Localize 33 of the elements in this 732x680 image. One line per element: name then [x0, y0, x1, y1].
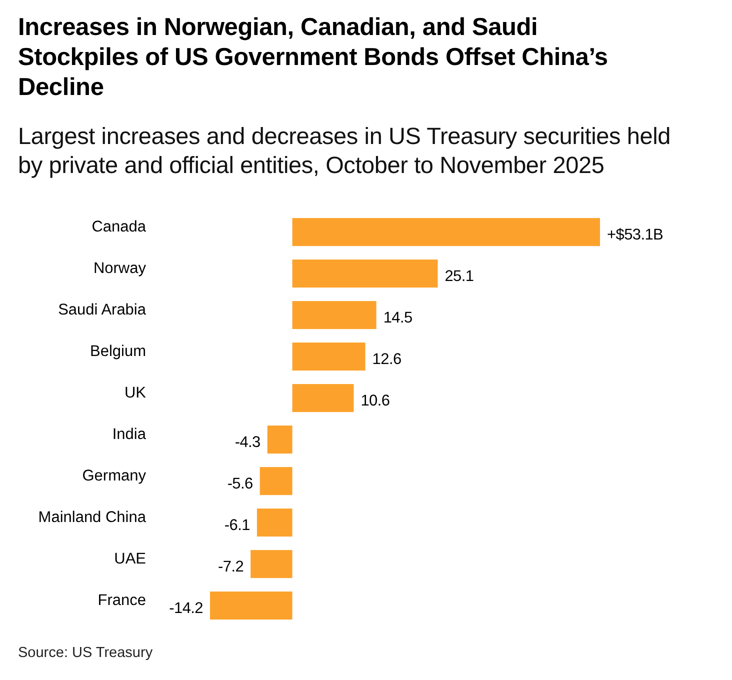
y-tick-label: Germany	[82, 467, 146, 484]
y-tick-label: Belgium	[90, 342, 146, 360]
y-tick-label: UAE	[114, 550, 146, 568]
bar	[210, 592, 292, 620]
bar	[292, 218, 600, 246]
chart-subtitle: Largest increases and decreases in US Treasury securities held by private and official entities, October to November 2025	[18, 122, 672, 180]
bar	[250, 550, 292, 578]
bar	[292, 384, 354, 412]
data-label: 14.5	[383, 309, 412, 326]
y-tick-label: Canada	[92, 218, 146, 236]
data-label: 25.1	[444, 268, 474, 285]
chart-title: Increases in Norwegian, Canadian, and Saudi Stockpiles of US Government Bonds Offset China’s Decline	[18, 13, 609, 103]
y-tick-label: India	[112, 426, 146, 443]
data-label: -4.3	[234, 434, 260, 451]
data-label: 10.6	[360, 392, 390, 410]
bar	[292, 301, 376, 330]
bar	[267, 426, 292, 454]
y-tick-label: Norway	[93, 260, 146, 277]
y-tick-label: France	[98, 592, 146, 609]
data-label: 12.6	[372, 350, 402, 368]
y-tick-label: Saudi Arabia	[58, 301, 146, 318]
data-label: -7.2	[218, 558, 244, 576]
data-label: -14.2	[169, 600, 203, 617]
bar	[292, 342, 366, 371]
y-tick-label: UK	[124, 384, 147, 402]
data-label: -5.6	[227, 475, 253, 492]
bar	[260, 467, 292, 496]
bar	[292, 260, 438, 288]
y-tick-label: Mainland China	[38, 508, 146, 526]
data-label: +$53.1B	[607, 226, 664, 244]
data-label: -6.1	[224, 516, 250, 534]
source-note: Source: US Treasury	[18, 645, 153, 661]
bar	[256, 508, 292, 537]
